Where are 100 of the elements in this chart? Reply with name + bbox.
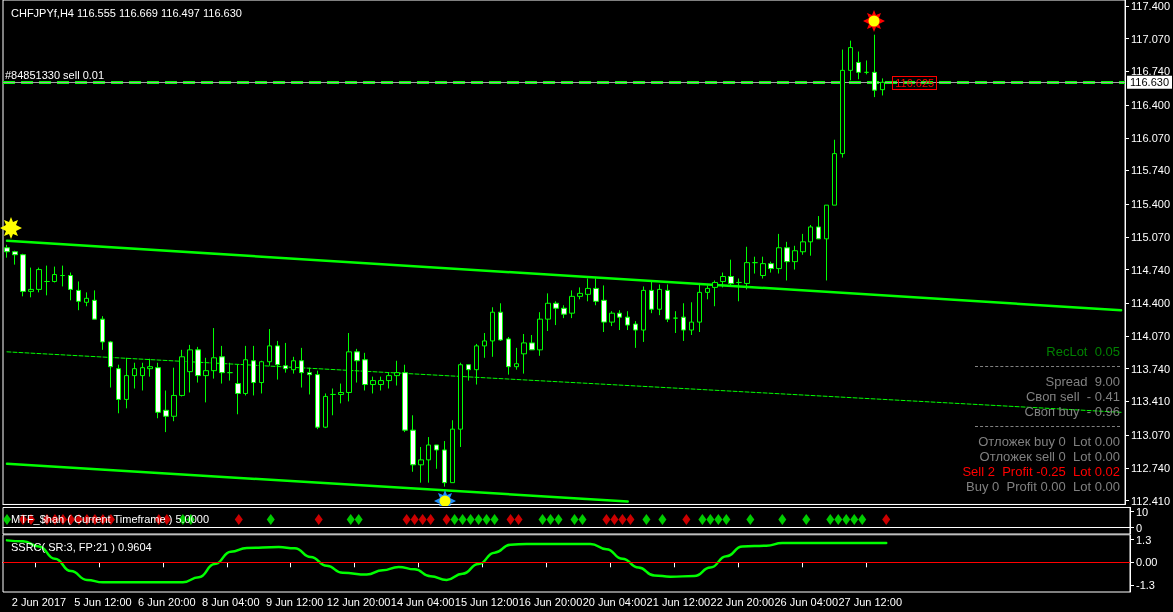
candlestick [60,265,65,287]
candlestick [609,310,615,327]
candlestick [410,414,416,473]
candlestick [824,204,829,281]
y-tick-label: 117.070 [1131,32,1171,45]
x-tick-label: 12 Jun 20:00 [326,595,391,608]
candlestick [601,284,607,333]
candlestick [681,302,686,342]
candlestick [84,291,89,307]
candlestick [76,280,81,311]
y-tick-label: 10 [1136,505,1149,518]
annotation: RecLot 0.05 [1046,344,1120,359]
candlestick [291,356,296,375]
candlestick [752,256,758,275]
annotation: Sell 2 Profit -0.25 Lot 0.02 [962,464,1120,479]
candlestick [315,370,320,430]
x-tick-label: 9 Jun 12:00 [265,595,324,608]
x-tick-label: 20 Jun 04:00 [582,595,647,608]
y-tick-label: 114.070 [1131,329,1171,342]
candlestick [593,278,599,306]
candlestick [545,292,551,332]
candlestick [100,315,105,351]
x-tick-label: 22 Jun 20:00 [710,595,775,608]
candlestick [482,332,487,359]
candlestick [116,364,121,414]
candlestick [147,358,153,378]
annotation: Buy 0 Profit 0.00 Lot 0.00 [966,479,1120,494]
annotation: Отложек buy 0 Lot 0.00 [978,434,1120,449]
candlestick [52,266,57,283]
candlestick [203,357,209,403]
candlestick [705,284,710,300]
candlestick [792,245,798,271]
y-tick-label: 115.070 [1131,230,1171,243]
annotation: Spread 9.00 [1045,374,1120,389]
candlestick [28,267,34,298]
candlestick [585,278,591,302]
x-tick-label: 8 Jun 04:00 [202,595,260,608]
ref-line-label: #84851330 sell 0.01 [5,68,105,81]
candlestick [338,383,344,404]
candlestick [394,360,400,387]
y-tick-label: 116.400 [1131,99,1171,112]
candlestick [768,261,774,274]
y-tick-label: 112.740 [1131,461,1171,474]
y-tick-label: -1.3 [1136,579,1155,592]
x-tick-label: 5 Jun 12:00 [74,595,132,608]
candlestick [864,59,869,75]
y-tick-label: 116.740 [1131,65,1171,78]
x-tick-label: 16 Jun 20:00 [518,595,583,608]
ref-line-label: 116.630 [1130,76,1170,89]
x-tick-label: 26 Jun 04:00 [774,595,839,608]
candlestick [633,320,638,349]
candlestick [259,360,264,394]
candlestick [124,357,129,409]
candlestick [171,367,177,422]
candlestick [12,250,18,266]
candlestick [386,372,392,390]
candlestick [689,301,694,336]
x-tick-label: 14 Jun 04:00 [390,595,455,608]
candlestick [617,309,622,331]
candlestick [155,362,161,419]
line-series [5,539,888,584]
x-tick-label: 2 Jun 2017 [11,595,67,608]
candlestick [330,388,336,416]
candlestick [625,310,630,331]
candlestick [434,444,439,470]
candlestick [466,364,471,382]
candlestick [760,256,766,279]
y-tick-label: 114.740 [1131,263,1171,276]
candlestick [537,311,543,357]
candlestick [20,253,26,297]
candlestick [856,51,861,80]
text: CHFJPYf,H4 116.555 116.669 116.497 116.630 [11,6,242,19]
candlestick [418,446,424,484]
y-tick-label: 0.00 [1136,556,1158,569]
candlestick [776,233,782,275]
candlestick [720,272,726,288]
y-tick-label: 115.740 [1131,164,1171,177]
candlestick [44,265,50,296]
candlestick [569,289,575,319]
candlestick [378,376,384,391]
y-tick-label: 1.3 [1136,533,1152,546]
x-tick-label: 15 Jun 12:00 [454,595,519,608]
annotation: Своп sell - 0.41 [1025,389,1120,404]
candlestick [506,336,511,376]
candlestick [450,419,455,484]
candlestick [561,304,567,319]
x-tick-label: 27 Jun 12:00 [838,595,903,608]
candlestick [514,347,519,371]
candlestick [370,376,376,394]
y-tick-label: 117.400 [1131,0,1171,12]
candlestick [92,289,97,320]
candlestick [498,302,503,342]
candlestick [577,286,583,300]
candlestick [323,392,328,429]
candlestick [442,440,447,488]
y-tick-label: 0 [1136,521,1143,534]
x-tick-label: 21 Jun 12:00 [646,595,711,608]
candlestick [816,215,821,240]
candlestick [832,139,837,206]
candlestick [227,362,233,382]
